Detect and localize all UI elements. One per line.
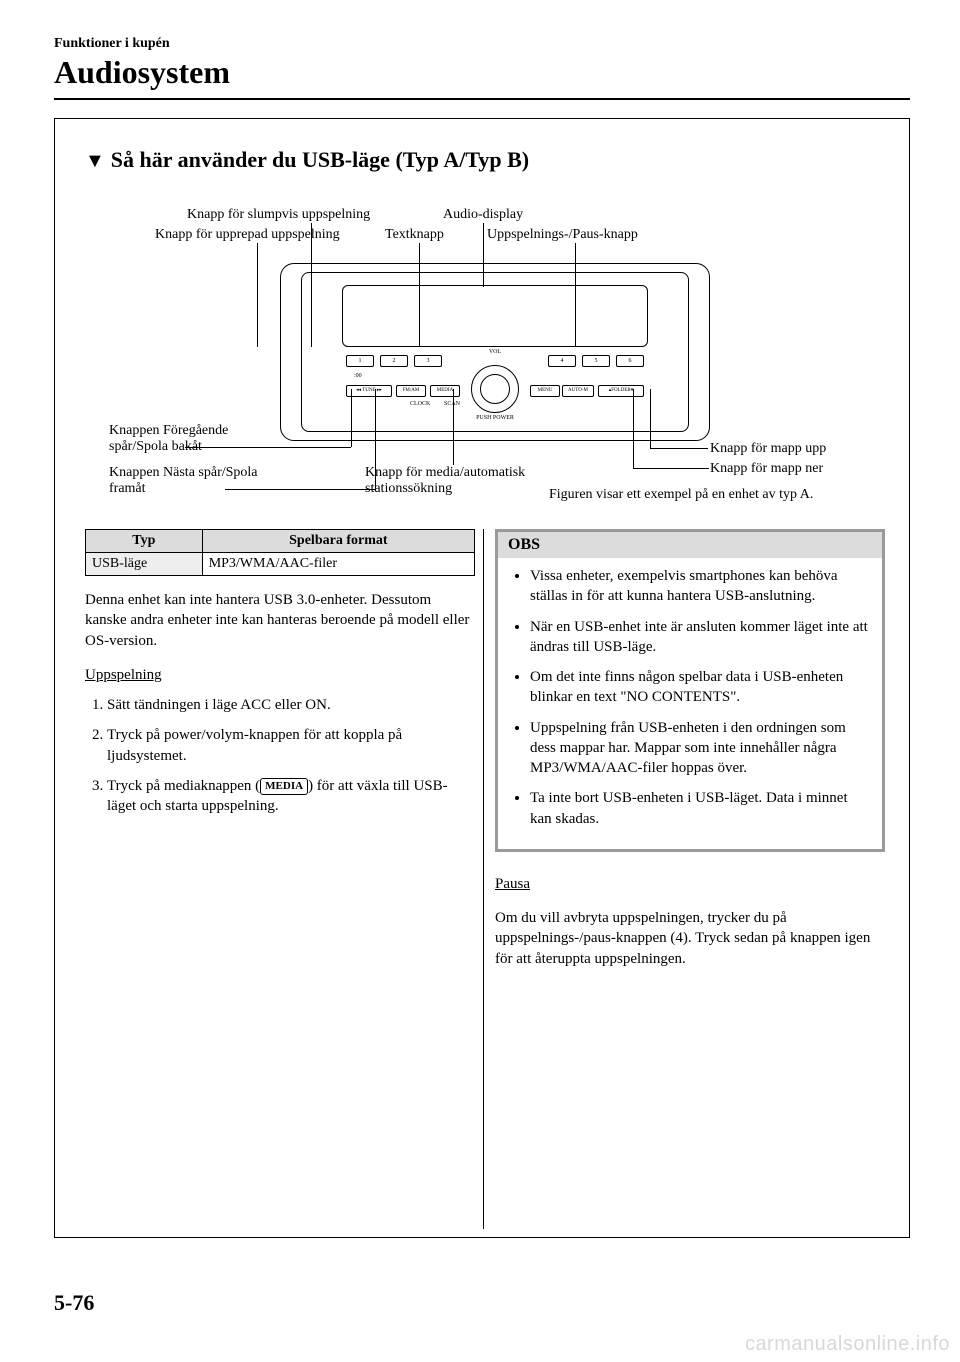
folder-button: ▴FOLDER▾: [598, 385, 644, 397]
table-row: USB-läge MP3/WMA/AAC-filer: [86, 553, 475, 576]
page: Funktioner i kupén Audiosystem ▼ Så här a…: [0, 0, 960, 1362]
label-audio-display: Audio-display: [443, 207, 523, 223]
chapter-title: Audiosystem: [54, 54, 230, 91]
label-text-button: Textknapp: [385, 227, 444, 243]
section-title-text: Så här använder du USB-läge (Typ A/Typ B…: [111, 147, 529, 172]
autom-button: AUTO-M: [562, 385, 594, 397]
label-folder-up: Knapp för mapp upp: [710, 441, 826, 457]
content-frame: ▼ Så här använder du USB-läge (Typ A/Typ …: [54, 118, 910, 1238]
obs-box: OBS Vissa enheter, exempelvis smartphone…: [495, 529, 885, 852]
obs-title: OBS: [498, 532, 882, 558]
preset-4: 4: [548, 355, 576, 367]
media-chip-icon: MEDIA: [260, 778, 308, 795]
step-2: Tryck på power/volym-knappen för att kop…: [107, 725, 475, 766]
label-prev-track: Knappen Föregående spår/Spola bakåt: [109, 423, 259, 455]
media-button: MEDIA: [430, 385, 460, 397]
playback-heading: Uppspelning: [85, 665, 475, 685]
pause-heading: Pausa: [495, 874, 885, 894]
clock-label: CLOCK: [410, 401, 430, 407]
left-column: Typ Spelbara format USB-läge MP3/WMA/AAC…: [85, 529, 475, 826]
section-title: ▼ Så här använder du USB-läge (Typ A/Typ …: [85, 147, 529, 173]
radio-inner: 1 2 3 VOL 4 5 6 :00 PUSH POWER ◂◂ TUNE ▸…: [301, 272, 689, 432]
label-play-pause: Uppspelnings-/Paus-knapp: [487, 227, 638, 243]
scan-label: SCAN: [444, 401, 460, 407]
radio-display: [342, 285, 648, 347]
breadcrumb: Funktioner i kupén: [54, 36, 170, 52]
obs-item: Ta inte bort USB-enheten i USB-läget. Da…: [530, 788, 870, 829]
table-header-type: Typ: [86, 530, 203, 553]
obs-body: Vissa enheter, exempelvis smartphones ka…: [498, 558, 882, 849]
preset-5: 5: [582, 355, 610, 367]
radio-outline: 1 2 3 VOL 4 5 6 :00 PUSH POWER ◂◂ TUNE ▸…: [280, 263, 710, 441]
step-3: Tryck på mediaknappen (MEDIA) för att vä…: [107, 776, 475, 817]
right-column: OBS Vissa enheter, exempelvis smartphone…: [495, 529, 885, 969]
fmam-button: FM/AM: [396, 385, 426, 397]
usb-limitation-text: Denna enhet kan inte hantera USB 3.0-enh…: [85, 590, 475, 651]
label-folder-down: Knapp för mapp ner: [710, 461, 823, 477]
obs-item: När en USB-enhet inte är ansluten kommer…: [530, 617, 870, 658]
preset-6: 6: [616, 355, 644, 367]
step-3-pre: Tryck på mediaknappen (: [107, 778, 260, 794]
display-dots: [351, 294, 639, 338]
section-marker-icon: ▼: [85, 150, 105, 173]
column-divider: [483, 529, 484, 1229]
time-indicator: :00: [354, 373, 362, 379]
page-number: 5-76: [54, 1290, 94, 1316]
preset-2: 2: [380, 355, 408, 367]
push-power-label: PUSH POWER: [476, 415, 514, 421]
vol-label: VOL: [489, 349, 501, 355]
divider-top: [54, 98, 910, 100]
table-header-formats: Spelbara format: [202, 530, 474, 553]
tune-button: ◂◂ TUNE ▸▸: [346, 385, 392, 397]
diagram-caption: Figuren visar ett exempel på en enhet av…: [549, 487, 813, 503]
obs-item: Om det inte finns någon spelbar data i U…: [530, 667, 870, 708]
secondary-button-row: ◂◂ TUNE ▸▸ FM/AM MEDIA MENU AUTO-M ▴FOLD…: [346, 385, 644, 399]
menu-button: MENU: [530, 385, 560, 397]
table-cell-type: USB-läge: [86, 553, 203, 576]
obs-item: Uppspelning från USB-enheten i den ordni…: [530, 718, 870, 779]
diagram: Knapp för slumpvis uppspelning Audio-dis…: [55, 203, 911, 523]
table-cell-formats: MP3/WMA/AAC-filer: [202, 553, 474, 576]
obs-item: Vissa enheter, exempelvis smartphones ka…: [530, 566, 870, 607]
pause-text: Om du vill avbryta uppspelningen, trycke…: [495, 908, 885, 969]
format-table: Typ Spelbara format USB-läge MP3/WMA/AAC…: [85, 529, 475, 576]
step-1: Sätt tändningen i läge ACC eller ON.: [107, 695, 475, 715]
preset-1: 1: [346, 355, 374, 367]
watermark: carmanualsonline.info: [745, 1333, 950, 1356]
playback-steps: Sätt tändningen i läge ACC eller ON. Try…: [85, 695, 475, 816]
preset-3: 3: [414, 355, 442, 367]
label-media-seek: Knapp för media/automatisk stationssökni…: [365, 465, 575, 497]
label-next-track: Knappen Nästa spår/Spola framåt: [109, 465, 259, 497]
label-random-play: Knapp för slumpvis uppspelning: [187, 207, 370, 223]
